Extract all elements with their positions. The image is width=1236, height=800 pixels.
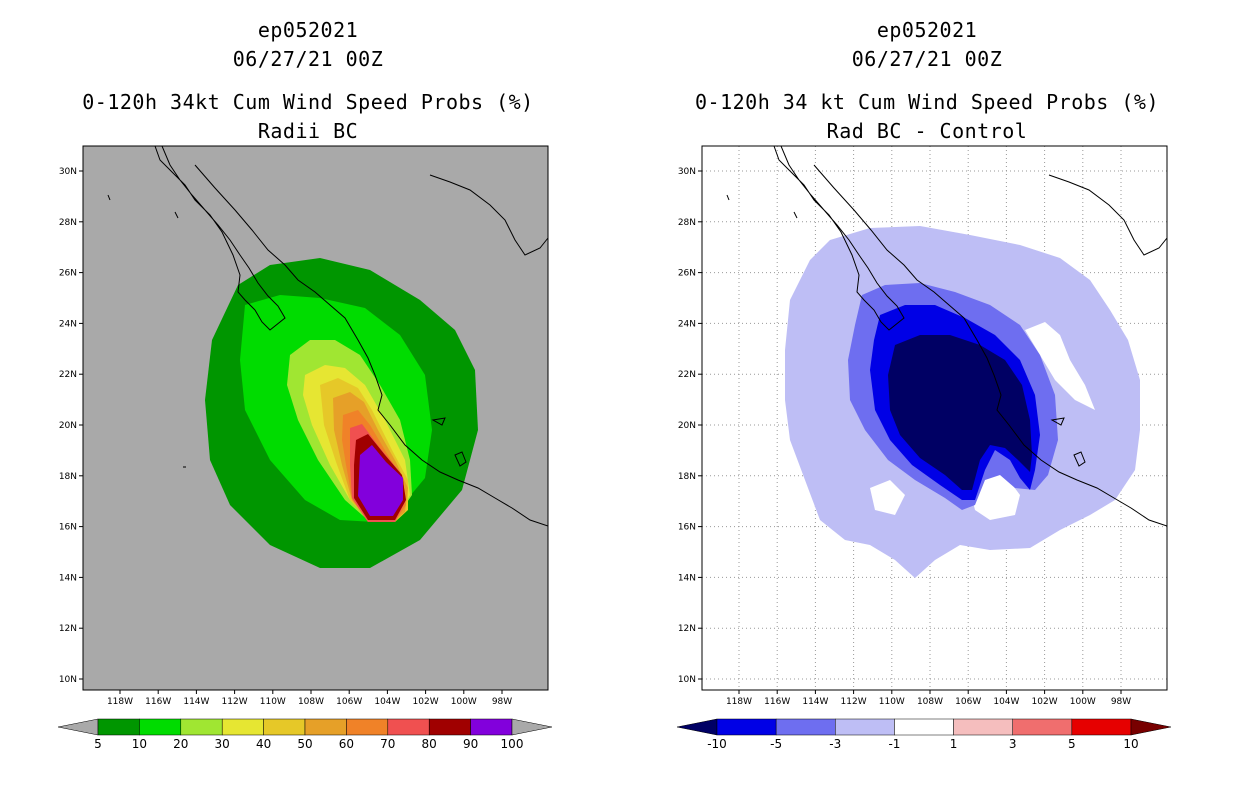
left-lon-label: 116W: [145, 697, 171, 707]
left-lat-label: 30N: [59, 167, 77, 177]
left-colorbar-label: 50: [297, 737, 312, 751]
left-colorbar-segment: [221, 718, 264, 736]
left-lat-label: 24N: [59, 319, 77, 329]
left-lon-label: 102W: [413, 697, 439, 707]
left-lon-label: 108W: [298, 697, 324, 707]
left-colorbar-segment: [470, 718, 513, 736]
left-colorbar-segment: [387, 718, 430, 736]
left-axis-ticks: 118W 116W 114W 112W 110W 108W 106W 104W 102W 100W…: [59, 167, 512, 707]
left-subtitle: Radii BC: [257, 119, 359, 143]
left-colorbar-segment: [304, 718, 347, 736]
left-lon-label: 112W: [222, 697, 248, 707]
left-coastline: [107, 146, 548, 527]
left-colorbar: 5 10 20 30 40 50 60 70 80 90 100: [57, 718, 553, 751]
left-storm-id: ep052021: [257, 18, 359, 42]
right-storm-id: ep052021: [876, 18, 978, 42]
left-lat-label: 28N: [59, 218, 77, 228]
left-colorbar-over-arrow: [511, 718, 553, 736]
left-colorbar-segment: [180, 718, 223, 736]
left-colorbar-label: 20: [173, 737, 188, 751]
left-lon-label: 114W: [183, 697, 209, 707]
left-title: 0-120h 34kt Cum Wind Speed Probs (%): [82, 90, 534, 114]
left-colorbar-segment: [97, 718, 140, 736]
left-lon-label: 118W: [107, 697, 133, 707]
left-lat-label: 18N: [59, 472, 77, 482]
left-colorbar-segment: [428, 718, 471, 736]
left-lon-label: 110W: [260, 697, 286, 707]
left-colorbar-label: 70: [380, 737, 395, 751]
left-colorbar-segment: [346, 718, 389, 736]
left-lon-label: 104W: [374, 697, 400, 707]
left-lat-label: 14N: [59, 573, 77, 583]
left-colorbar-label: 40: [256, 737, 271, 751]
left-colorbar-label: 5: [94, 737, 102, 751]
left-colorbar-label: 90: [463, 737, 478, 751]
left-lat-label: 26N: [59, 269, 77, 279]
left-lat-label: 12N: [59, 624, 77, 634]
left-lon-label: 100W: [451, 697, 477, 707]
left-lat-label: 16N: [59, 523, 77, 533]
left-colorbar-label: 100: [501, 737, 524, 751]
left-lat-label: 10N: [59, 675, 77, 685]
left-colorbar-label: 80: [422, 737, 437, 751]
left-lon-label: 106W: [336, 697, 362, 707]
left-colorbar-label: 10: [132, 737, 147, 751]
left-map-frame: [82, 145, 549, 691]
left-colorbar-label: 60: [339, 737, 354, 751]
left-colorbar-label: 30: [215, 737, 230, 751]
right-datetime: 06/27/21 00Z: [851, 47, 1003, 71]
left-colorbar-segment: [139, 718, 182, 736]
left-lat-label: 20N: [59, 421, 77, 431]
left-colorbar-under-arrow: [57, 718, 99, 736]
left-probability-contours: [205, 258, 478, 568]
right-subtitle: Rad BC - Control: [826, 119, 1028, 143]
left-datetime: 06/27/21 00Z: [232, 47, 384, 71]
right-title: 0-120h 34 kt Cum Wind Speed Probs (%): [694, 90, 1160, 114]
left-colorbar-segment: [263, 718, 306, 736]
contour-100: [358, 445, 403, 516]
left-lat-label: 22N: [59, 370, 77, 380]
left-lon-label: 98W: [492, 697, 512, 707]
